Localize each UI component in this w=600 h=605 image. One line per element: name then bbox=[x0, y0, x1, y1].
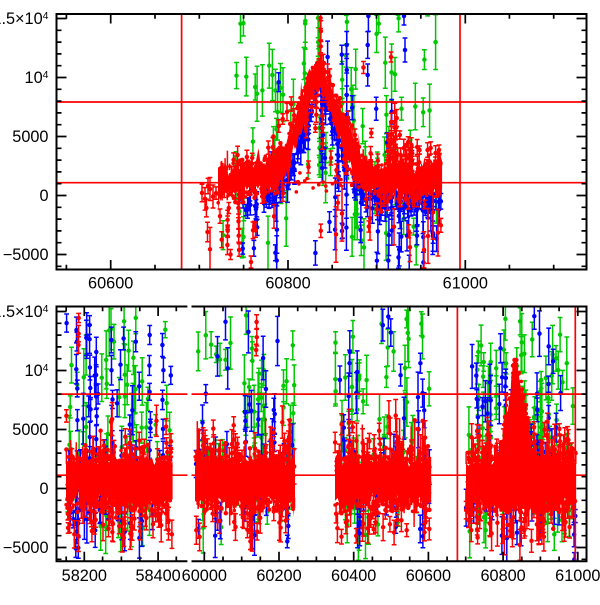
svg-text:−5000: −5000 bbox=[3, 246, 49, 264]
svg-text:60200: 60200 bbox=[256, 567, 301, 585]
svg-text:104: 104 bbox=[25, 362, 49, 380]
svg-text:0: 0 bbox=[39, 480, 48, 498]
svg-text:60000: 60000 bbox=[182, 567, 227, 585]
svg-text:60600: 60600 bbox=[88, 274, 133, 292]
svg-text:−5000: −5000 bbox=[3, 539, 49, 557]
svg-text:61000: 61000 bbox=[555, 567, 600, 585]
svg-text:58400: 58400 bbox=[135, 567, 180, 585]
svg-text:0: 0 bbox=[39, 187, 48, 205]
svg-text:58200: 58200 bbox=[62, 567, 107, 585]
svg-text:60600: 60600 bbox=[406, 567, 451, 585]
svg-text:60800: 60800 bbox=[265, 274, 310, 292]
svg-text:60800: 60800 bbox=[480, 567, 525, 585]
svg-text:5000: 5000 bbox=[12, 128, 48, 146]
svg-text:1.5×104: 1.5×104 bbox=[0, 303, 49, 321]
svg-text:104: 104 bbox=[25, 69, 49, 87]
svg-text:5000: 5000 bbox=[12, 421, 48, 439]
svg-text:61000: 61000 bbox=[443, 274, 488, 292]
svg-text:60400: 60400 bbox=[331, 567, 376, 585]
svg-text:1.5×104: 1.5×104 bbox=[0, 10, 49, 28]
